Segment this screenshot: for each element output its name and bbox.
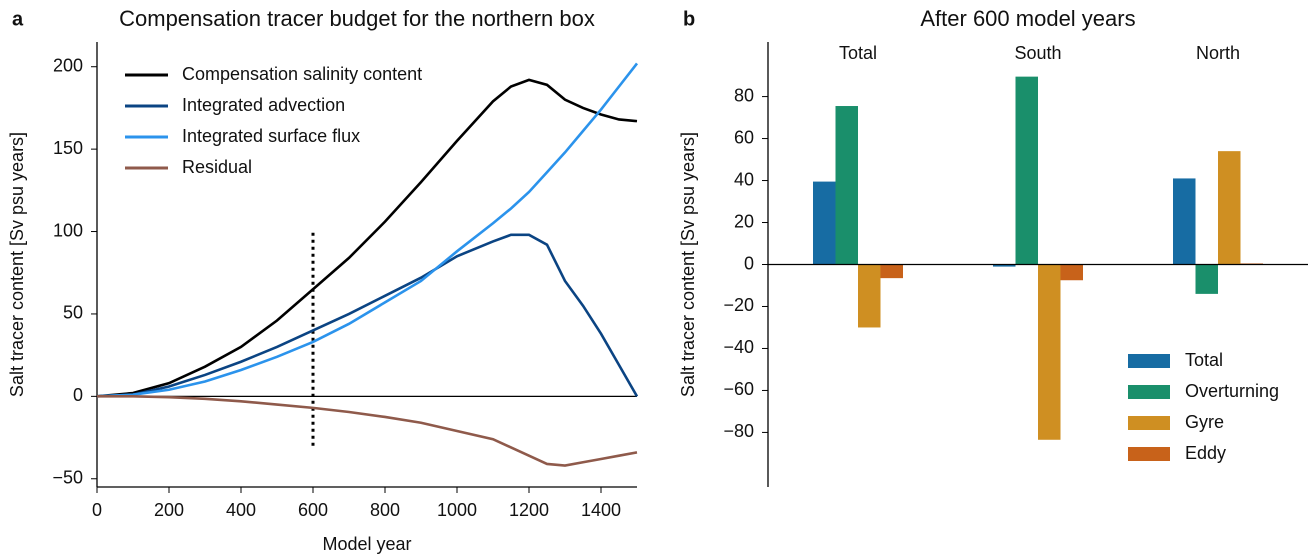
legend-swatch	[1128, 447, 1170, 461]
y-tick-label: −20	[723, 295, 754, 315]
y-tick-label: 60	[734, 127, 754, 147]
y-tick-label: 80	[734, 85, 754, 105]
x-tick-label: 800	[370, 500, 400, 520]
y-axis-label: Salt tracer content [Sv psu years]	[7, 132, 27, 397]
y-tick-label: −80	[723, 421, 754, 441]
y-tick-label: 0	[73, 385, 83, 405]
legend-swatch	[1128, 416, 1170, 430]
legend-label: Integrated surface flux	[182, 126, 360, 146]
legend-label: Overturning	[1185, 381, 1279, 401]
bar	[1195, 264, 1218, 294]
legend-label: Integrated advection	[182, 95, 345, 115]
bar	[1218, 151, 1241, 265]
chart-title: After 600 model years	[920, 6, 1135, 31]
y-tick-label: −40	[723, 337, 754, 357]
y-tick-label: −60	[723, 379, 754, 399]
category-label: South	[1014, 43, 1061, 63]
y-tick-label: 40	[734, 169, 754, 189]
legend-label: Compensation salinity content	[182, 64, 422, 84]
x-tick-label: 1400	[581, 500, 621, 520]
panel-label: b	[683, 8, 695, 30]
data-line	[96, 78, 638, 398]
bar	[835, 106, 858, 265]
x-tick-label: 0	[92, 500, 102, 520]
legend-label: Total	[1185, 350, 1223, 370]
y-tick-label: −50	[52, 468, 83, 488]
y-tick-label: 100	[53, 220, 83, 240]
x-tick-label: 1000	[437, 500, 477, 520]
bar	[1173, 178, 1196, 265]
legend-label: Residual	[182, 157, 252, 177]
y-tick-label: 150	[53, 138, 83, 158]
y-tick-label: 50	[63, 303, 83, 323]
x-axis-label: Model year	[322, 534, 411, 554]
y-axis-label: Salt tracer content [Sv psu years]	[678, 132, 698, 397]
y-tick-label: 0	[744, 253, 754, 273]
x-tick-label: 600	[298, 500, 328, 520]
legend-swatch	[1128, 354, 1170, 368]
x-tick-label: 400	[226, 500, 256, 520]
legend-swatch	[1128, 385, 1170, 399]
chart-title: Compensation tracer budget for the north…	[119, 6, 595, 31]
legend-label: Gyre	[1185, 412, 1224, 432]
bar	[993, 264, 1016, 267]
bar	[1038, 264, 1061, 440]
category-label: Total	[839, 43, 877, 63]
data-line	[97, 395, 638, 467]
x-tick-label: 200	[154, 500, 184, 520]
y-tick-label: 200	[53, 55, 83, 75]
data-line	[96, 233, 639, 398]
x-tick-label: 1200	[509, 500, 549, 520]
data-line	[96, 62, 639, 398]
bar	[880, 264, 903, 279]
y-tick-label: 20	[734, 211, 754, 231]
category-label: North	[1196, 43, 1240, 63]
bar	[813, 181, 836, 265]
bar	[1060, 264, 1083, 281]
bar	[1015, 76, 1038, 265]
bar	[858, 264, 881, 328]
legend-label: Eddy	[1185, 443, 1226, 463]
panel-label: a	[12, 8, 24, 30]
